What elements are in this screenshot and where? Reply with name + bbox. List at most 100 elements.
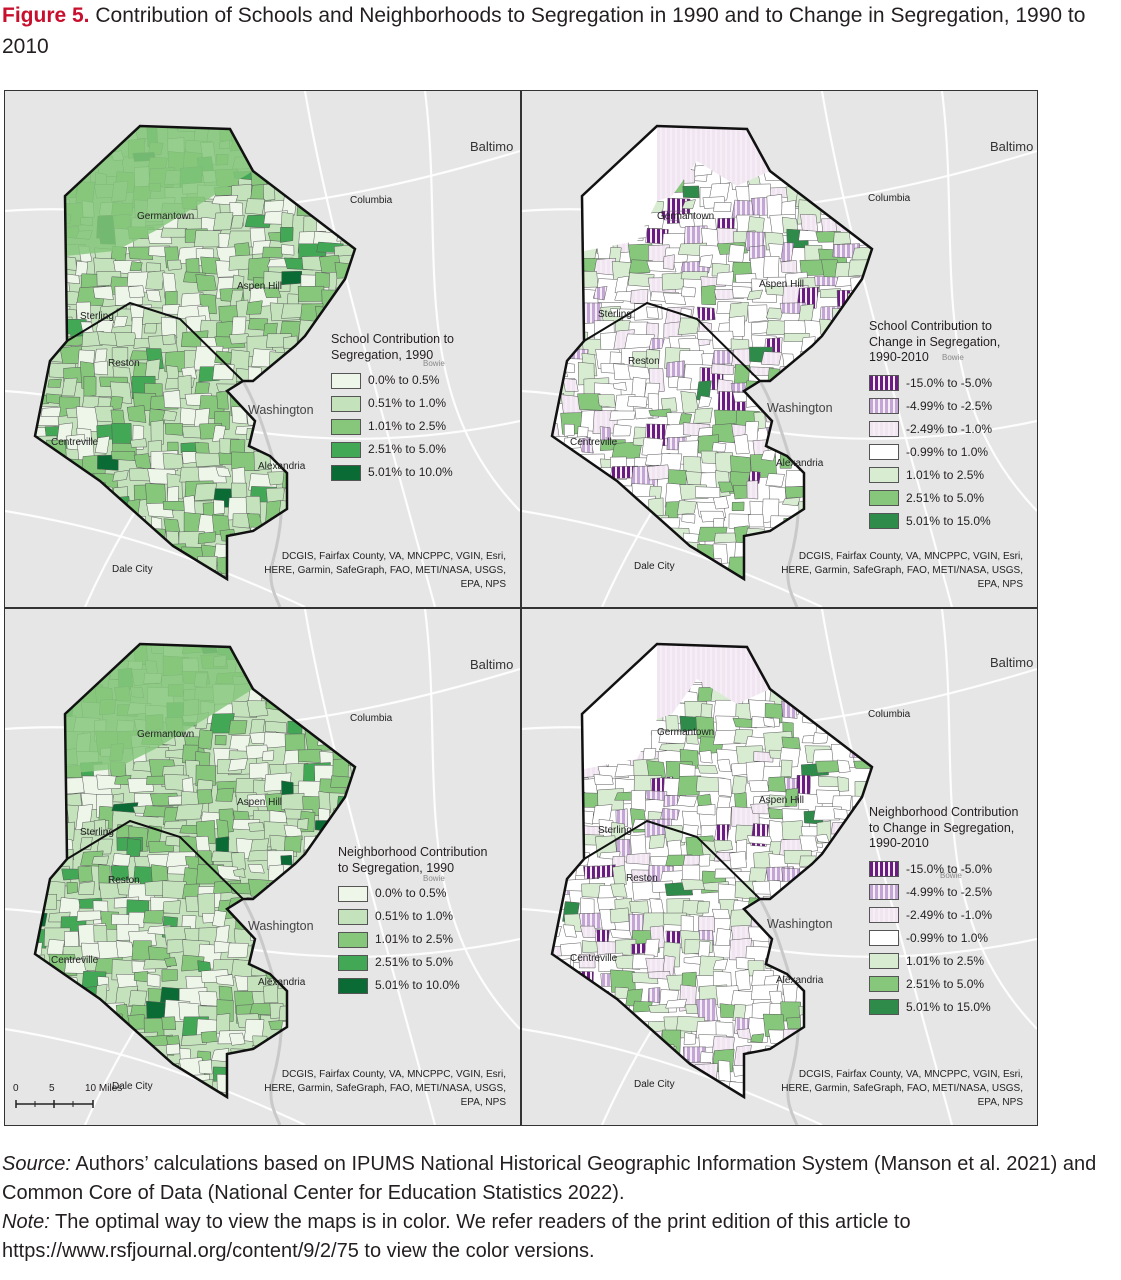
tract [631, 790, 646, 813]
tract [648, 834, 666, 849]
tract [163, 390, 181, 409]
credits-line: HERE, Garmin, SafeGraph, FAO, METI/NASA,… [264, 565, 506, 576]
map-svg [5, 609, 520, 1125]
tract [609, 929, 633, 940]
tract [244, 198, 266, 215]
place-label-dale-city: Dale City [112, 1081, 153, 1092]
tract [78, 881, 95, 895]
tract [133, 453, 152, 470]
legend-swatch [869, 999, 899, 1015]
region-outline [33, 124, 357, 582]
tract [615, 808, 628, 827]
tract [231, 852, 246, 872]
legend-swatch [869, 953, 899, 969]
legend-label: 5.01% to 10.0% [375, 978, 460, 992]
legend-swatch [869, 907, 899, 923]
legend-item: -15.0% to -5.0% [869, 858, 1029, 881]
scale-label-zero: 0 [13, 1083, 19, 1094]
tract [746, 480, 759, 500]
tract [194, 483, 217, 502]
legend-swatch [338, 931, 368, 948]
region-outline [33, 642, 357, 1100]
tract [175, 803, 204, 821]
legend-title: School Contribution to Change in Segrega… [869, 319, 1001, 364]
place-label-alexandria: Alexandria [258, 461, 306, 472]
legend-item: -4.99% to -2.5% [869, 395, 1029, 418]
tract [263, 287, 282, 298]
tract [198, 991, 219, 1007]
tract [697, 764, 719, 774]
place-label-sterling: Sterling [80, 827, 114, 838]
tract [246, 300, 263, 315]
tract [780, 759, 793, 780]
tract [697, 395, 712, 408]
tract [111, 423, 132, 447]
county-boundary [66, 819, 244, 900]
tract [693, 407, 713, 424]
place-label-alexandria: Alexandria [776, 975, 824, 986]
legend-rows: -15.0% to -5.0% -4.99% to -2.5% -2.49% to … [869, 372, 1029, 533]
region-fill [582, 644, 657, 769]
legend-label: -15.0% to -5.0% [906, 861, 993, 876]
legend-label: -2.49% to -1.0% [906, 907, 993, 922]
tract [231, 451, 260, 472]
legend-item: 1.01% to 2.5% [869, 950, 1029, 973]
legend-title: Neighborhood Contribution to Change in S… [869, 805, 1019, 850]
legend-swatch [331, 418, 361, 435]
figure-title-text: Contribution of Schools and Neighborhood… [2, 4, 1086, 58]
tract [83, 375, 97, 398]
tract [129, 261, 143, 272]
legend-item: -4.99% to -2.5% [869, 881, 1029, 904]
place-label-alexandria: Alexandria [776, 458, 824, 469]
tract [247, 822, 265, 832]
legend-item: -2.49% to -1.0% [869, 418, 1029, 441]
tract [143, 910, 165, 924]
tract [645, 790, 668, 801]
tract [746, 289, 764, 301]
tract [228, 1032, 246, 1046]
tract [215, 974, 235, 986]
place-label-aspen-hill: Aspen Hill [237, 281, 283, 292]
legend-label: -0.99% to 1.0% [906, 444, 989, 459]
place-label-centreville: Centreville [51, 437, 99, 448]
legend-swatch [869, 421, 899, 437]
tract [214, 350, 233, 365]
legend-label: 1.01% to 2.5% [375, 932, 454, 946]
legend-swatch [869, 444, 899, 460]
legend-title: School Contribution to Segregation, 1990 [331, 332, 454, 362]
tract [185, 895, 199, 912]
tract [161, 969, 178, 982]
legend-swatch [338, 954, 368, 971]
tract [592, 285, 608, 301]
tract [766, 194, 783, 219]
tract [799, 835, 819, 853]
tract [612, 865, 627, 885]
place-label-bowie: Bowie [940, 871, 962, 880]
place-label-baltimore: Baltimo [990, 139, 1034, 154]
tract [629, 900, 650, 915]
legend-swatch [331, 441, 361, 458]
tract [677, 775, 702, 796]
map-panel-neighborhood-change: Baltimo Columbia Germantown Aspen Hill S… [522, 609, 1037, 1125]
credits-line: DCGIS, Fairfax County, VA, MNCPPC, VGIN,… [281, 1069, 506, 1080]
place-label-sterling: Sterling [80, 311, 114, 322]
credits-line: HERE, Garmin, SafeGraph, FAO, METI/NASA,… [781, 1083, 1023, 1094]
tract [181, 366, 197, 379]
tract [231, 466, 246, 485]
place-label-dale-city: Dale City [112, 564, 153, 575]
note-text: The optimal way to view the maps is in c… [2, 1211, 911, 1262]
tract [279, 227, 294, 243]
scale-label-ten: 10 Miles [85, 1083, 123, 1094]
tract [197, 729, 214, 750]
tract [127, 285, 145, 299]
tract [812, 732, 829, 744]
legend-swatch [869, 884, 899, 900]
tract [247, 864, 265, 874]
legend-item: 5.01% to 15.0% [869, 996, 1029, 1019]
legend-item: 0.51% to 1.0% [338, 905, 488, 928]
map-credits: DCGIS, Fairfax County, VA, MNCPPC, VGIN,… [246, 550, 506, 592]
tract [698, 854, 711, 867]
tract [712, 495, 730, 510]
place-label-columbia: Columbia [350, 195, 393, 206]
tract [712, 958, 729, 971]
